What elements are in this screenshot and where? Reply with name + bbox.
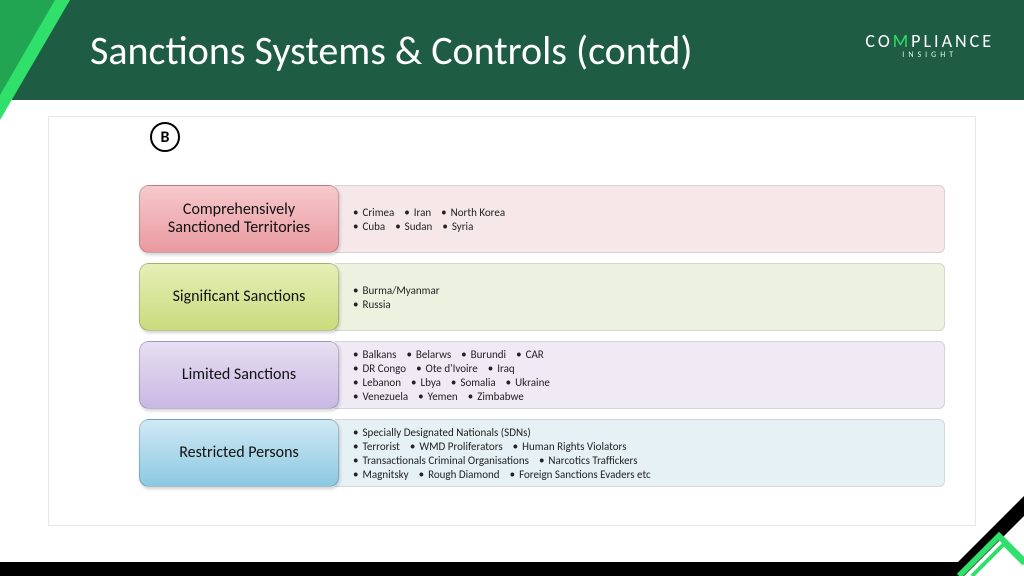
bullet-icon: •: [468, 390, 473, 403]
bullet-icon: •: [353, 390, 358, 403]
list-item: CAR: [526, 348, 544, 361]
list-line: • Cuba • Sudan • Syria: [353, 220, 932, 233]
list-item: Magnitsky: [362, 468, 408, 481]
bullet-icon: •: [353, 426, 358, 439]
list-line: • DR Congo • Ote d'Ivoire • Iraq: [353, 362, 932, 375]
list-item: Balkans: [362, 348, 396, 361]
list-line: • Transactionals Criminal Organisations • N…: [353, 454, 932, 467]
list-item: Burundi: [471, 348, 506, 361]
category-row: Comprehensively Sanctioned Territories•C…: [139, 185, 945, 253]
category-row: Restricted Persons•Specially Designated …: [139, 419, 945, 487]
category-list: •Balkans•Belarws•Burundi•CAR•DR Congo•Ot…: [335, 341, 945, 409]
bullet-icon: •: [461, 348, 466, 361]
category-rows: Comprehensively Sanctioned Territories • C…: [139, 185, 945, 487]
bullet-icon: •: [353, 206, 358, 219]
list-line: • Lebanon • Lbya • Somalia • Ukraine: [353, 376, 932, 389]
bullet-icon: •: [442, 220, 447, 233]
category-list: •Specially Designated Nationals (SDNs)•T…: [335, 419, 945, 487]
category-tag: Limited Sanctions: [139, 341, 339, 409]
category-tag: Restricted Persons: [139, 419, 339, 487]
list-line: • Magnitsky • Rough Diamond • Foreign Sanctio…: [353, 468, 932, 481]
list-item: Lebanon: [362, 376, 401, 389]
category-row: Limited Sanctions•Balkans•Belarws•Burund…: [139, 341, 945, 409]
bullet-icon: •: [510, 468, 515, 481]
list-item: Yemen: [428, 390, 458, 403]
list-item: Sudan: [405, 220, 433, 233]
list-line: • Specially Designated Nationals (SDNs): [353, 426, 932, 439]
bullet-icon: •: [404, 206, 409, 219]
list-item: Iraq: [497, 362, 514, 375]
list-item: Ukraine: [515, 376, 550, 389]
slide-header: Sanctions Systems & Controls (contd) COM…: [0, 0, 1024, 100]
list-item: North Korea: [451, 206, 505, 219]
bullet-icon: •: [353, 348, 358, 361]
list-item: DR Congo: [362, 362, 406, 375]
bullet-icon: •: [516, 348, 521, 361]
bullet-icon: •: [353, 454, 358, 467]
bullet-icon: •: [488, 362, 493, 375]
list-item: Terrorist: [362, 440, 399, 453]
list-line: • Russia: [353, 298, 932, 311]
list-item: Zimbabwe: [477, 390, 523, 403]
list-item: Russia: [362, 298, 390, 311]
list-item: Rough Diamond: [428, 468, 499, 481]
category-list: •Crimea•Iran•North Korea•Cuba•Sudan•Syri…: [335, 185, 945, 253]
bullet-icon: •: [353, 376, 358, 389]
list-item: Syria: [452, 220, 474, 233]
brand-logo: COMPLIANCE INSIGHT: [865, 30, 994, 60]
list-item: Somalia: [460, 376, 495, 389]
footer-bar: [0, 562, 1024, 576]
bullet-icon: •: [416, 362, 421, 375]
list-item: WMD Proliferators: [419, 440, 502, 453]
category-list: • Burma/Myanmar • Russia: [335, 263, 945, 331]
bullet-icon: •: [539, 454, 544, 467]
bullet-icon: •: [353, 468, 358, 481]
page-title: Sanctions Systems & Controls (contd): [90, 26, 692, 75]
category-tag: Significant Sanctions: [139, 263, 339, 331]
bullet-icon: •: [353, 440, 358, 453]
list-item: Foreign Sanctions Evaders etc: [519, 468, 651, 481]
list-item: Narcotics Traffickers: [548, 454, 637, 467]
bullet-icon: •: [353, 298, 358, 311]
list-item: Human Rights Violators: [522, 440, 626, 453]
content-panel: Comprehensively Sanctioned Territories • C…: [48, 116, 976, 526]
bullet-icon: •: [353, 362, 358, 375]
list-item: Belarws: [416, 348, 451, 361]
list-item: Transactionals Criminal Organisations: [362, 454, 528, 467]
list-item: Crimea: [362, 206, 394, 219]
list-item: Venezuela: [362, 390, 408, 403]
list-item: Cuba: [362, 220, 385, 233]
bullet-icon: •: [410, 440, 415, 453]
bullet-icon: •: [406, 348, 411, 361]
list-item: Ote d'Ivoire: [426, 362, 478, 375]
bullet-icon: •: [451, 376, 456, 389]
bullet-icon: •: [353, 220, 358, 233]
list-line: • Venezuela • Yemen • Zimbabwe: [353, 390, 932, 403]
bullet-icon: •: [395, 220, 400, 233]
category-tag: Comprehensively Sanctioned Territories: [139, 185, 339, 253]
bullet-icon: •: [418, 390, 423, 403]
list-line: • Terrorist • WMD Proliferators • Human Right…: [353, 440, 932, 453]
brand-logo-sub: INSIGHT: [865, 50, 994, 60]
list-line: • Burma/Myanmar: [353, 284, 932, 297]
list-item: Specially Designated Nationals (SDNs): [362, 426, 530, 439]
bullet-icon: •: [353, 284, 358, 297]
list-item: Burma/Myanmar: [362, 284, 439, 297]
list-item: Lbya: [420, 376, 440, 389]
bullet-icon: •: [419, 468, 424, 481]
list-line: • Balkans • Belarws • Burundi • CAR: [353, 348, 932, 361]
list-line: • Crimea • Iran • North Korea: [353, 206, 932, 219]
category-row: Significant Sanctions • Burma/Myanmar • Russ…: [139, 263, 945, 331]
section-badge: B: [150, 122, 180, 152]
bullet-icon: •: [411, 376, 416, 389]
list-item: Iran: [414, 206, 431, 219]
bullet-icon: •: [513, 440, 518, 453]
bullet-icon: •: [506, 376, 511, 389]
bullet-icon: •: [441, 206, 446, 219]
